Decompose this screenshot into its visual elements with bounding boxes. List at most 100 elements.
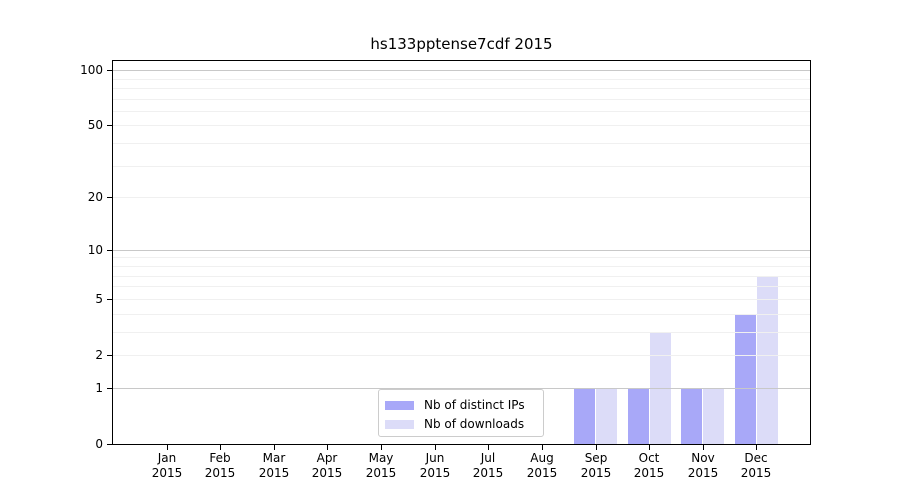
y-tick-mark (107, 250, 112, 251)
gridline-major (113, 388, 810, 389)
x-tick-month: Aug (530, 451, 554, 465)
y-tick-mark (107, 388, 112, 389)
gridline-minor (113, 276, 810, 277)
gridline-minor (113, 111, 810, 112)
y-tick-mark (107, 299, 112, 300)
x-tick-mark (488, 445, 489, 450)
gridline-minor (113, 299, 810, 300)
x-tick-mark (703, 445, 704, 450)
legend-label: Nb of distinct IPs (424, 398, 525, 412)
x-tick-year: 2015 (633, 466, 665, 480)
y-tick-mark (107, 355, 112, 356)
gridline-minor (113, 197, 810, 198)
plot-area: Nb of distinct IPs Nb of downloads (112, 60, 811, 445)
x-tick-month: Oct (638, 451, 660, 465)
bar-downloads-sep (596, 388, 617, 444)
x-tick-month: Dec (744, 451, 768, 465)
gridline-minor (113, 125, 810, 126)
gridline-minor (113, 355, 810, 356)
y-tick-mark (107, 70, 112, 71)
y-tick-mark (107, 125, 112, 126)
y-tick-label: 10 (87, 243, 103, 257)
x-tick-mark (167, 445, 168, 450)
bar-downloads-nov (703, 388, 724, 444)
y-tick-label: 100 (80, 63, 103, 77)
x-tick-label-sep: Sep 2015 (551, 451, 641, 481)
x-tick-month: Jun (425, 451, 445, 465)
x-tick-mark (649, 445, 650, 450)
x-tick-year: 2015 (687, 466, 719, 480)
x-tick-year: 2015 (365, 466, 397, 480)
legend-swatch-downloads (385, 420, 414, 429)
gridline-minor (113, 286, 810, 287)
x-tick-year: 2015 (311, 466, 343, 480)
x-tick-year: 2015 (419, 466, 451, 480)
x-tick-mark (220, 445, 221, 450)
x-tick-month: Jan (157, 451, 177, 465)
x-tick-month: Jul (480, 451, 496, 465)
x-tick-month: Sep (584, 451, 608, 465)
y-tick-label: 5 (95, 292, 103, 306)
x-tick-month: Feb (209, 451, 231, 465)
x-tick-month: Nov (691, 451, 715, 465)
x-tick-mark (274, 445, 275, 450)
x-tick-month: May (368, 451, 394, 465)
legend: Nb of distinct IPs Nb of downloads (378, 389, 544, 437)
gridline-major (113, 250, 810, 251)
x-tick-year: 2015 (526, 466, 558, 480)
gridline-minor (113, 166, 810, 167)
x-tick-label-aug: Aug 2015 (497, 451, 587, 481)
y-tick-label: 1 (95, 381, 103, 395)
gridline-major (113, 70, 810, 71)
x-tick-mark (435, 445, 436, 450)
gridline-minor (113, 332, 810, 333)
x-tick-label-may: May 2015 (336, 451, 426, 481)
bar-distinct-ips-dec (735, 314, 756, 444)
gridline-minor (113, 143, 810, 144)
x-tick-label-oct: Oct 2015 (604, 451, 694, 481)
x-tick-label-dec: Dec 2015 (711, 451, 801, 481)
gridline-minor (113, 99, 810, 100)
bar-downloads-dec (757, 276, 778, 444)
x-tick-mark (327, 445, 328, 450)
legend-row: Nb of distinct IPs (385, 396, 537, 415)
x-tick-year: 2015 (472, 466, 504, 480)
y-tick-label: 2 (95, 348, 103, 362)
bar-distinct-ips-sep (574, 388, 595, 444)
legend-swatch-distinct-ips (385, 401, 414, 410)
y-tick-mark (107, 197, 112, 198)
x-tick-mark (542, 445, 543, 450)
legend-label: Nb of downloads (424, 417, 525, 431)
x-tick-year: 2015 (204, 466, 236, 480)
x-tick-mark (381, 445, 382, 450)
x-tick-month: Apr (316, 451, 338, 465)
gridline-minor (113, 314, 810, 315)
x-tick-label-jul: Jul 2015 (443, 451, 533, 481)
bar-distinct-ips-nov (681, 388, 702, 444)
bar-distinct-ips-oct (628, 388, 649, 444)
x-tick-label-jun: Jun 2015 (390, 451, 480, 481)
x-tick-label-mar: Mar 2015 (229, 451, 319, 481)
y-tick-label: 0 (95, 437, 103, 451)
x-tick-label-nov: Nov 2015 (658, 451, 748, 481)
y-tick-mark (107, 444, 112, 445)
x-tick-month: Mar (262, 451, 286, 465)
x-tick-mark (596, 445, 597, 450)
x-tick-year: 2015 (258, 466, 290, 480)
x-tick-year: 2015 (580, 466, 612, 480)
legend-row: Nb of downloads (385, 415, 537, 434)
x-tick-year: 2015 (740, 466, 772, 480)
y-tick-label: 20 (87, 190, 103, 204)
x-tick-year: 2015 (151, 466, 183, 480)
gridline-minor (113, 266, 810, 267)
x-tick-label-jan: Jan 2015 (122, 451, 212, 481)
x-tick-label-apr: Apr 2015 (282, 451, 372, 481)
y-tick-label: 50 (87, 118, 103, 132)
chart-title: hs133pptense7cdf 2015 (370, 35, 553, 53)
x-tick-mark (756, 445, 757, 450)
gridline-minor (113, 88, 810, 89)
gridline-minor (113, 79, 810, 80)
x-tick-label-feb: Feb 2015 (175, 451, 265, 481)
gridline-minor (113, 257, 810, 258)
